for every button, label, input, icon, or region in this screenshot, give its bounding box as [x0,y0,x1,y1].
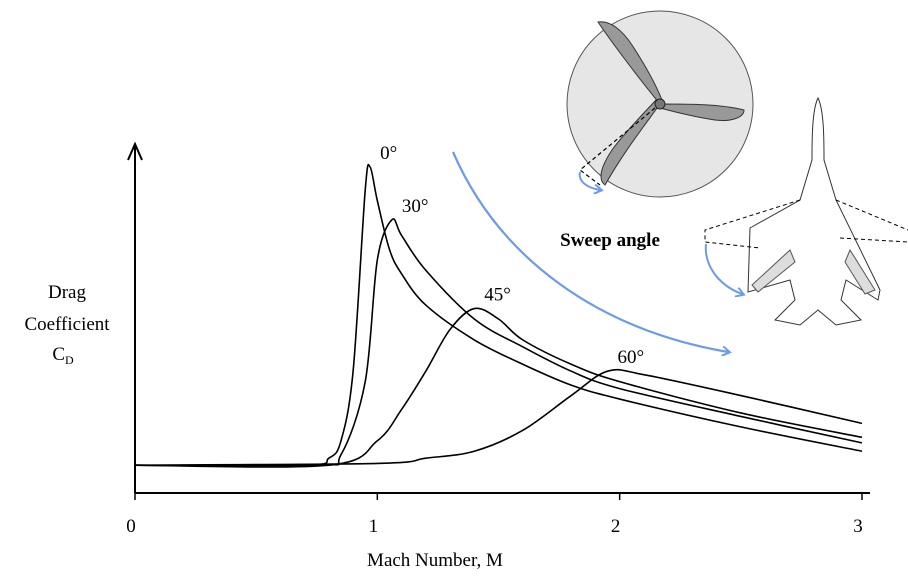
y-axis-symbol: CD [52,344,74,367]
annotation: Sweep angle [560,230,660,251]
sweep-arrow [451,151,728,352]
x-tick-label: 1 [369,516,379,537]
x-axis-label: Mach Number, M [367,550,503,571]
y-axis-arrow [127,141,143,161]
y-axis-symbol-main: C [52,344,65,365]
y-axis-symbol-subscript: D [65,353,74,367]
line [134,368,863,466]
y-axis-label: Drag [48,282,86,303]
x-tick-label: 0 [126,516,136,537]
x-tick-label: 2 [611,516,621,537]
series-label: 0° [380,143,397,164]
propeller-illustration [566,10,754,198]
line [134,218,863,467]
y-axis-label: Coefficient [24,314,110,335]
series-label: 60° [618,347,645,368]
aircraft-illustration [704,96,908,326]
x-tick-label: 3 [853,516,863,537]
series-label: 45° [484,285,511,306]
line [134,307,863,468]
series-label: 30° [402,196,429,217]
line [134,163,863,467]
